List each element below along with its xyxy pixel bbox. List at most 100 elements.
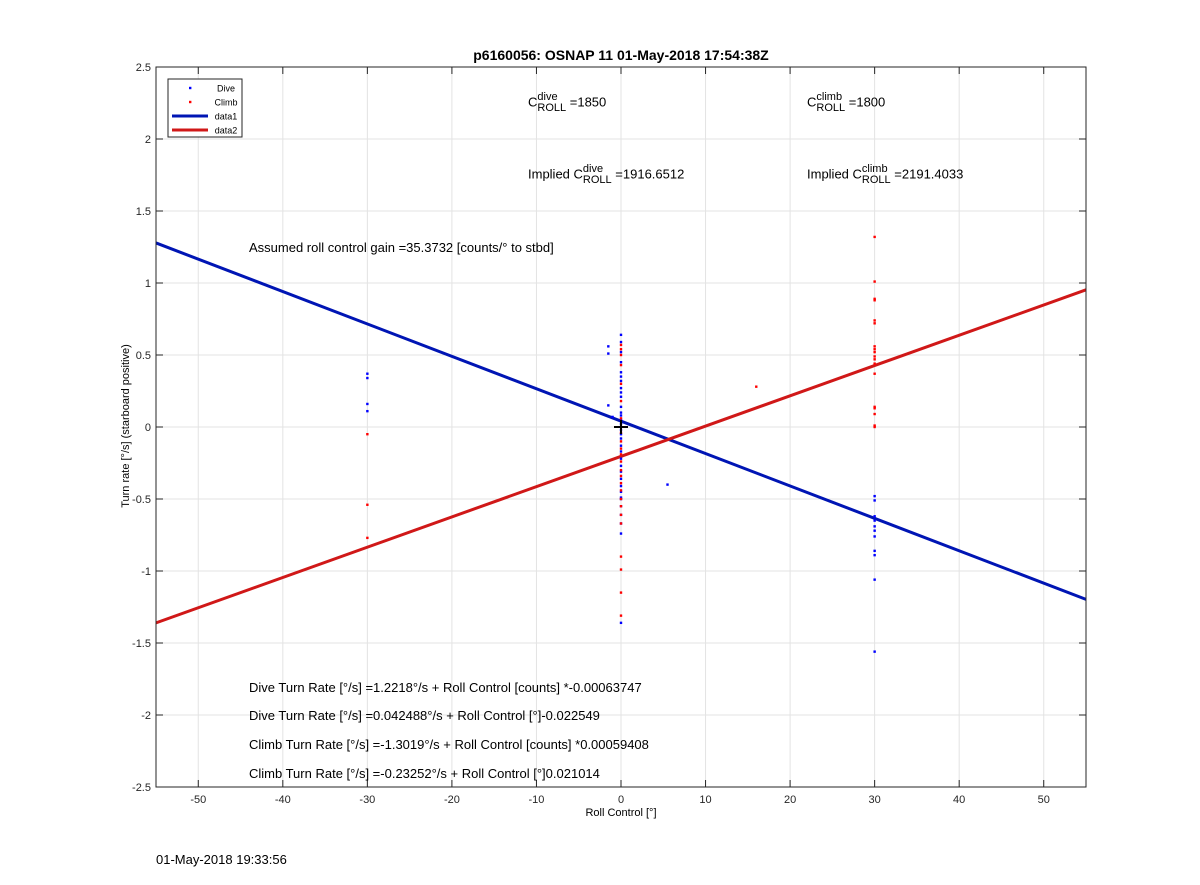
climb-point xyxy=(366,433,369,436)
dive-point xyxy=(619,477,623,481)
implied-climb-sup: climb xyxy=(861,163,888,175)
climb-point xyxy=(873,358,876,361)
climb-point xyxy=(873,345,876,348)
climb-point xyxy=(619,417,623,420)
c-roll-climb-sub: ROLL xyxy=(816,102,846,114)
x-tick-label: -30 xyxy=(359,794,375,806)
climb-point xyxy=(873,350,876,354)
dive-point xyxy=(607,345,610,348)
climb-point xyxy=(873,235,876,239)
climb-point xyxy=(873,362,876,365)
y-tick-label: -2.5 xyxy=(132,782,151,794)
dive-point xyxy=(607,404,610,407)
c-roll-climb-sup: climb xyxy=(816,91,843,103)
climb-point xyxy=(619,440,623,443)
dive-point xyxy=(873,549,876,553)
climb-point xyxy=(873,412,876,416)
legend-label: data2 xyxy=(215,126,238,136)
y-tick-label: -1.5 xyxy=(132,638,151,650)
climb-point xyxy=(755,385,758,388)
dive-point xyxy=(619,361,623,364)
implied-dive-prefix: Implied C xyxy=(528,166,583,182)
climb-point xyxy=(873,319,876,322)
c-roll-dive-sup: dive xyxy=(537,91,558,103)
climb-point xyxy=(619,343,623,347)
dive-point xyxy=(619,395,623,398)
dive-point xyxy=(619,411,623,414)
climb-point xyxy=(873,372,876,375)
dive-point xyxy=(619,414,623,417)
dive-point xyxy=(619,450,623,453)
dive-point xyxy=(619,444,623,447)
dive-point xyxy=(619,340,623,344)
y-tick-label: -2 xyxy=(141,710,151,722)
dive-point xyxy=(873,529,876,532)
x-tick-label: -40 xyxy=(275,794,291,806)
climb-point xyxy=(873,299,876,302)
climb-point xyxy=(619,474,623,478)
legend-box xyxy=(167,78,243,138)
c-roll-dive-value: =1850 xyxy=(566,94,607,110)
dive-point xyxy=(366,376,369,380)
dive-point xyxy=(619,405,623,409)
implied-climb-prefix: Implied C xyxy=(807,166,862,182)
dive-point xyxy=(619,386,623,390)
dive-point xyxy=(873,519,876,522)
climb-point xyxy=(619,591,623,594)
dive-point xyxy=(873,499,876,502)
climb-point xyxy=(873,425,876,429)
y-tick-label: 1 xyxy=(145,278,151,290)
gain-annotation: Assumed roll control gain =35.3732 [coun… xyxy=(249,240,554,255)
y-tick-label: -0.5 xyxy=(132,494,151,506)
dive-point xyxy=(873,578,876,581)
climb-point xyxy=(619,568,623,571)
climb-point xyxy=(619,453,623,456)
climb-point xyxy=(619,348,623,351)
scatter-points xyxy=(366,235,876,653)
climb-point xyxy=(873,297,876,301)
c-roll-dive-prefix: C xyxy=(528,94,538,110)
x-tick-label: 40 xyxy=(953,794,965,806)
dive-point xyxy=(873,525,876,528)
dive-point xyxy=(873,494,876,498)
x-tick-label: 30 xyxy=(869,794,881,806)
implied-dive-sub: ROLL xyxy=(582,174,612,186)
dive-point xyxy=(873,535,876,538)
y-tick-label: 0 xyxy=(145,422,151,434)
fit-equation-3: Climb Turn Rate [°/s] =-1.3019°/s + Roll… xyxy=(249,737,649,752)
climb-point xyxy=(619,497,623,501)
dive-point xyxy=(607,352,610,355)
climb-point xyxy=(619,489,623,492)
y-tick-label: 0.5 xyxy=(136,350,151,362)
dive-point xyxy=(619,391,623,394)
dive-point xyxy=(366,372,369,375)
implied-climb-value: =2191.4033 xyxy=(890,166,964,182)
dive-point xyxy=(619,484,623,488)
climb-point xyxy=(873,280,876,283)
dive-point xyxy=(366,402,369,406)
chart-title: p6160056: OSNAP 11 01-May-2018 17:54:38Z xyxy=(473,47,769,63)
c-roll-climb-value: =1800 xyxy=(845,94,886,110)
dive-point xyxy=(619,496,623,499)
dive-point xyxy=(619,621,623,625)
legend: Dive Climb data1 data2 xyxy=(167,78,243,138)
footer-timestamp: 01-May-2018 19:33:56 xyxy=(156,852,287,867)
climb-point xyxy=(619,614,623,617)
legend-marker-dive xyxy=(189,86,192,90)
x-axis-label: Roll Control [°] xyxy=(585,807,657,819)
climb-point xyxy=(873,355,876,358)
implied-dive-sup: dive xyxy=(582,163,604,175)
x-tick-label: 50 xyxy=(1038,794,1050,806)
dive-point xyxy=(873,650,876,653)
climb-point xyxy=(619,481,623,485)
y-tick-label: 2.5 xyxy=(136,62,151,74)
dive-point xyxy=(619,470,623,473)
climb-point xyxy=(619,399,623,403)
c-roll-climb-prefix: C xyxy=(807,94,817,110)
climb-point xyxy=(619,382,623,385)
climb-point xyxy=(619,363,623,367)
x-tick-label: 20 xyxy=(784,794,796,806)
